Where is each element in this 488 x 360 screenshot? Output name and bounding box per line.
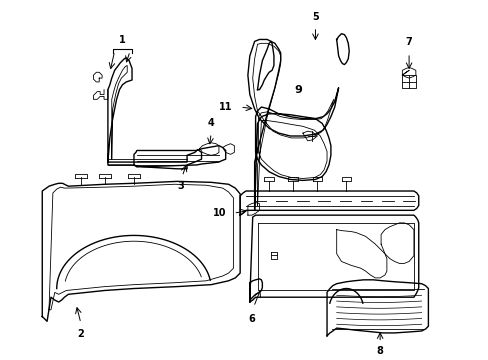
Text: 3: 3 — [177, 181, 183, 192]
Polygon shape — [134, 146, 225, 167]
Text: 11: 11 — [219, 102, 232, 112]
Text: 5: 5 — [311, 12, 318, 22]
Polygon shape — [240, 191, 418, 215]
Text: 6: 6 — [248, 314, 255, 324]
Polygon shape — [326, 280, 427, 336]
Text: 4: 4 — [207, 118, 214, 128]
Polygon shape — [108, 58, 132, 162]
Text: 2: 2 — [77, 329, 84, 339]
Polygon shape — [247, 40, 338, 210]
Text: 10: 10 — [213, 208, 226, 218]
Text: 8: 8 — [376, 346, 383, 356]
Text: 9: 9 — [294, 85, 302, 95]
Text: 7: 7 — [405, 37, 411, 47]
Polygon shape — [108, 149, 201, 169]
Polygon shape — [249, 215, 418, 302]
Polygon shape — [42, 181, 240, 321]
Text: 1: 1 — [119, 35, 125, 45]
